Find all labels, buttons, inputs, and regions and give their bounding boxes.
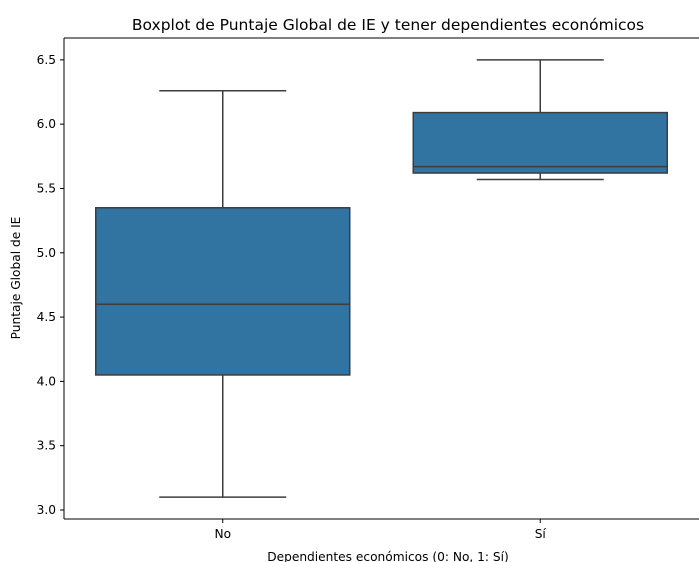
y-tick-label: 3.0 <box>37 503 56 517</box>
box-group-0 <box>95 89 351 498</box>
y-tick-label: 6.5 <box>37 53 56 67</box>
y-tick-label: 4.5 <box>37 310 56 324</box>
y-tick-label: 4.0 <box>37 374 56 388</box>
box <box>412 111 668 174</box>
x-tick-label: No <box>214 527 231 541</box>
y-axis-label: Puntaje Global de IE <box>9 217 23 340</box>
y-axis: 3.0 3.5 4.0 4.5 5.0 5.5 6.0 6.5 <box>37 53 64 517</box>
y-tick-label: 5.0 <box>37 246 56 260</box>
x-tick-label: Sí <box>535 527 547 541</box>
plot-area <box>63 37 699 520</box>
box-group-1 <box>412 59 668 181</box>
y-tick-label: 5.5 <box>37 181 56 195</box>
x-axis: No Sí <box>214 519 546 541</box>
y-tick-label: 3.5 <box>37 439 56 453</box>
x-axis-label: Dependientes económicos (0: No, 1: Sí) <box>267 550 509 562</box>
box <box>95 207 351 376</box>
y-tick-label: 6.0 <box>37 117 56 131</box>
chart-title: Boxplot de Puntaje Global de IE y tener … <box>132 16 644 34</box>
